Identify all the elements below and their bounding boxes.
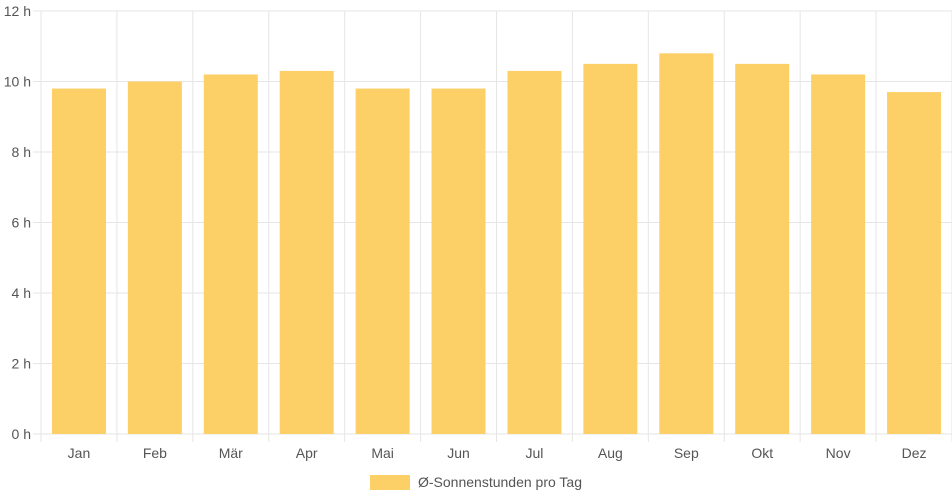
bar-nov (811, 74, 866, 434)
y-tick-label: 0 h (12, 426, 31, 442)
legend[interactable]: Ø-Sonnenstunden pro Tag (0, 470, 952, 494)
x-tick-label: Mai (371, 445, 394, 461)
y-tick-label: 10 h (4, 74, 31, 90)
x-tick-label: Nov (826, 445, 851, 461)
x-tick-label: Sep (674, 445, 699, 461)
y-tick-label: 6 h (12, 215, 31, 231)
bar-mär (203, 74, 258, 434)
bar-dez (887, 92, 942, 434)
y-tick-label: 4 h (12, 285, 31, 301)
x-tick-label: Jul (526, 445, 544, 461)
x-tick-label: Aug (598, 445, 623, 461)
y-tick-label: 2 h (12, 356, 31, 372)
bar-mai (355, 88, 410, 435)
x-tick-label: Mär (219, 445, 243, 461)
bar-jul (507, 70, 562, 435)
legend-label: Ø-Sonnenstunden pro Tag (418, 474, 582, 490)
bar-aug (583, 63, 638, 434)
y-tick-label: 8 h (12, 144, 31, 160)
x-tick-label: Okt (751, 445, 773, 461)
y-tick-label: 12 h (4, 3, 31, 19)
x-tick-label: Jun (447, 445, 470, 461)
x-tick-label: Apr (296, 445, 318, 461)
legend-swatch (370, 474, 410, 490)
sunshine-bar-chart: 0 h 2 h 4 h 6 h 8 h 10 h 12 h Jan Feb Mär Apr Mai Ju… (4, 3, 952, 461)
bar-jun (431, 88, 486, 435)
bar-apr (279, 70, 334, 435)
bar-jan (51, 88, 106, 435)
x-tick-label: Jan (68, 445, 91, 461)
x-tick-label: Dez (902, 445, 927, 461)
bar-sep (659, 53, 714, 435)
bar-okt (735, 63, 790, 434)
x-tick-label: Feb (143, 445, 167, 461)
bar-feb (127, 81, 182, 434)
